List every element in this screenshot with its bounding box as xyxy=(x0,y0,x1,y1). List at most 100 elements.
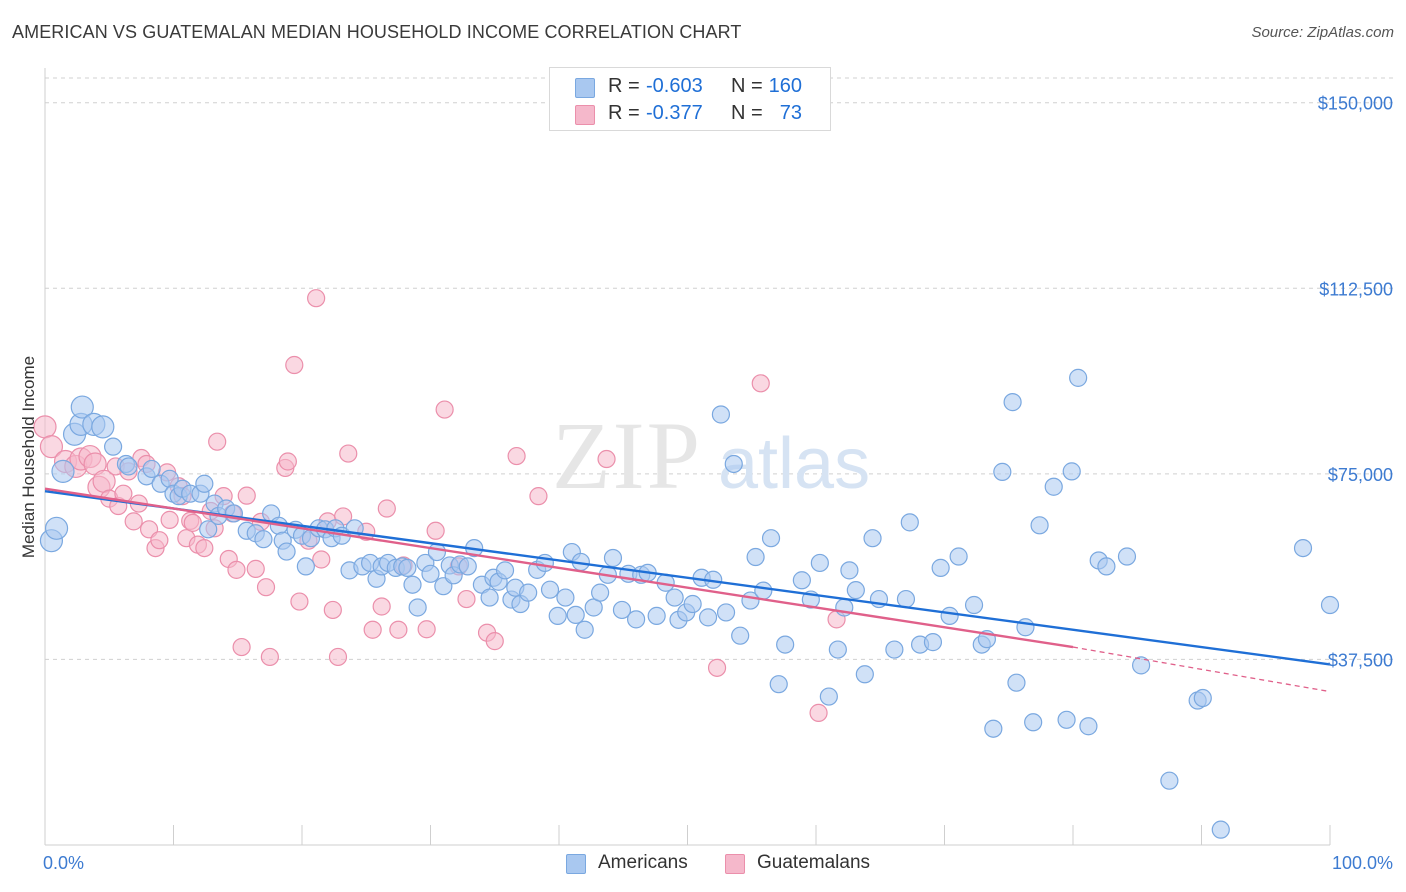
guatemalans-point xyxy=(377,499,396,518)
source-label: Source: ZipAtlas.com xyxy=(1251,24,1394,41)
guatemalans-point xyxy=(426,521,445,540)
guatemalans-point xyxy=(507,446,526,466)
guatemalans-point xyxy=(707,658,727,677)
americans-point xyxy=(1293,538,1313,558)
watermark-zip: ZIP xyxy=(552,402,702,509)
americans-point xyxy=(458,557,477,576)
guatemalans-point xyxy=(339,444,358,463)
americans-point xyxy=(626,610,646,629)
x-tick-label: 100.0% xyxy=(1332,853,1393,873)
guatemalans-point xyxy=(246,559,265,578)
guatemalans-point xyxy=(260,647,279,667)
guatemalans-point xyxy=(389,620,408,639)
americans-point xyxy=(923,633,943,652)
americans-point xyxy=(1079,717,1098,736)
guatemalans-trend-extension xyxy=(1072,646,1331,693)
americans-point xyxy=(900,513,919,532)
americans-point xyxy=(403,575,422,594)
americans-points xyxy=(39,368,1340,839)
americans-point xyxy=(91,415,115,439)
stats-legend: R = -0.603 N = 160 R = -0.377 N = 73 xyxy=(549,67,831,131)
y-tick-label: $150,000 xyxy=(1318,94,1393,114)
y-tick-labels: $37,500 $75,000 $112,500 $150,000 xyxy=(1318,94,1393,671)
americans-point xyxy=(556,588,575,607)
n-value: 73 xyxy=(779,102,802,124)
americans-point xyxy=(776,635,795,654)
guatemalans-point xyxy=(195,538,214,558)
americans-point xyxy=(1117,547,1137,566)
americans-point xyxy=(277,542,296,561)
americans-point xyxy=(603,548,623,568)
guatemalans-point xyxy=(372,597,391,616)
americans-point xyxy=(495,561,515,580)
guatemalans-legend-swatch xyxy=(725,854,745,874)
guatemalans-point xyxy=(435,400,454,419)
americans-point xyxy=(746,547,765,567)
americans-point xyxy=(885,640,904,659)
americans-point xyxy=(855,665,874,684)
americans-point xyxy=(548,606,567,625)
americans-point xyxy=(44,516,69,540)
guatemalans-point xyxy=(227,560,246,579)
americans-point xyxy=(1030,516,1049,535)
americans-point xyxy=(398,558,417,577)
guatemalans-point xyxy=(208,432,227,451)
americans-point xyxy=(1062,462,1081,481)
guatemalans-point xyxy=(312,550,331,569)
americans-point xyxy=(540,580,560,599)
americans-point xyxy=(665,588,684,607)
americans-point xyxy=(792,571,811,590)
americans-legend-swatch xyxy=(566,854,586,874)
americans-point xyxy=(761,529,781,548)
guatemalans-point xyxy=(160,510,179,529)
americans-point xyxy=(1211,820,1230,839)
americans-point xyxy=(142,459,161,479)
y-tick-label: $112,500 xyxy=(1319,279,1393,299)
guatemalans-point xyxy=(809,703,828,722)
guatemalans-point xyxy=(328,647,348,667)
americans-point xyxy=(840,561,859,580)
americans-point xyxy=(863,529,882,548)
americans-point xyxy=(296,557,315,576)
americans-point xyxy=(408,598,427,617)
americans-point xyxy=(711,405,731,424)
americans-point xyxy=(1160,771,1179,790)
americans-point xyxy=(1024,713,1043,732)
americans-point xyxy=(698,608,718,627)
guatemalans-point xyxy=(232,637,251,657)
americans-point xyxy=(819,687,838,706)
watermark-atlas: atlas xyxy=(718,424,870,504)
americans-point xyxy=(199,520,218,539)
americans-point xyxy=(591,583,610,602)
n-value: 160 xyxy=(768,75,802,97)
americans-point xyxy=(769,675,788,694)
guatemalans-point xyxy=(485,632,504,651)
americans-point xyxy=(480,588,499,607)
guatemalans-point xyxy=(39,435,64,459)
chart-title: AMERICAN VS GUATEMALAN MEDIAN HOUSEHOLD … xyxy=(12,22,742,42)
guatemalans-point xyxy=(323,600,342,620)
guatemalans-legend-label: Guatemalans xyxy=(757,852,871,873)
americans-legend-label: Americans xyxy=(598,852,688,873)
americans-point xyxy=(1069,368,1088,387)
americans-point xyxy=(1016,618,1035,637)
americans-point xyxy=(731,626,750,645)
americans-point xyxy=(1097,557,1116,576)
americans-point xyxy=(575,620,594,639)
americans-point xyxy=(70,395,94,419)
guatemalans-point xyxy=(529,487,548,506)
americans-trend-line xyxy=(44,490,1331,666)
americans-point xyxy=(949,547,968,566)
r-label: R = xyxy=(608,102,640,124)
y-tick-label: $75,000 xyxy=(1328,465,1393,485)
trend-lines xyxy=(44,487,1331,693)
americans-point xyxy=(195,474,214,493)
americans-point xyxy=(519,583,538,602)
americans-point xyxy=(1007,673,1026,692)
y-axis-label: Median Household Income xyxy=(19,356,38,558)
y-tick-label: $37,500 xyxy=(1328,650,1393,670)
americans-point xyxy=(1057,710,1076,729)
americans-point xyxy=(683,594,702,614)
americans-point xyxy=(896,589,916,609)
americans-point xyxy=(931,558,950,577)
